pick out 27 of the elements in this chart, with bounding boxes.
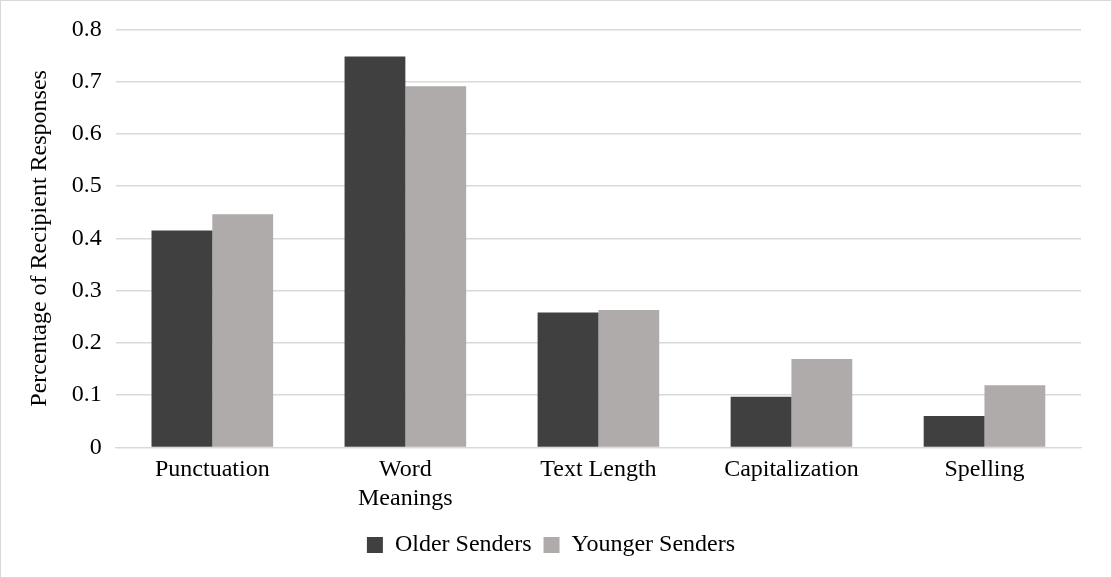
y-tick-label: 0.6 <box>71 119 102 146</box>
bar <box>344 56 406 447</box>
bar <box>730 396 792 447</box>
y-tick-label: 0.5 <box>71 171 102 198</box>
bar <box>923 416 985 447</box>
y-tick-label: 0.4 <box>71 223 102 250</box>
bar <box>212 214 274 447</box>
y-tick-label: 0.2 <box>71 328 102 355</box>
bar <box>537 312 599 447</box>
bar <box>598 309 660 447</box>
legend-label: Younger Senders <box>571 530 736 557</box>
bar <box>405 86 467 447</box>
y-tick-label: 0 <box>89 432 102 459</box>
bar <box>791 359 853 447</box>
y-tick-label: 0.3 <box>71 275 102 302</box>
legend-label: Older Senders <box>394 530 532 557</box>
x-tick-label: Text Length <box>540 455 657 482</box>
y-tick-label: 0.1 <box>71 380 102 407</box>
x-tick-label: Capitalization <box>724 455 859 482</box>
bar <box>151 230 213 447</box>
x-tick-label: Punctuation <box>154 455 270 482</box>
x-tick-label: Spelling <box>944 455 1025 482</box>
x-tick-label: Word Meanings <box>358 455 453 510</box>
bar <box>984 385 1046 447</box>
y-tick-label: 0.7 <box>71 66 102 93</box>
y-tick-label: 0.8 <box>71 14 102 41</box>
y-axis-title: Percentage of Recipient Responses <box>24 70 51 407</box>
